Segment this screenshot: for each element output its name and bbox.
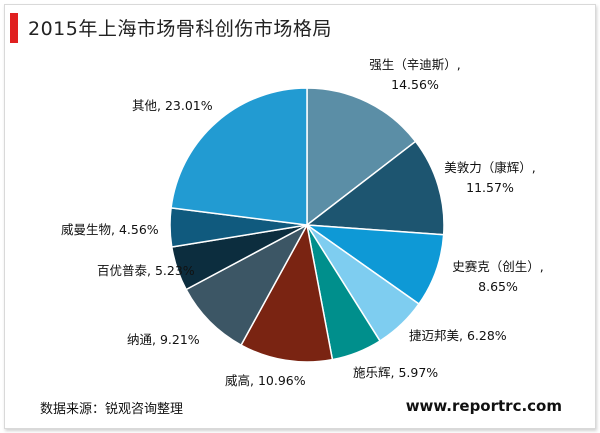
pie-slice	[240, 222, 334, 363]
pie-slice	[170, 87, 308, 226]
slice-label: 捷迈邦美, 6.28%	[409, 328, 507, 343]
slice-label: 14.56%	[391, 77, 439, 92]
pie-slice	[185, 223, 309, 347]
slice-label: 美敦力（康辉）,	[444, 160, 535, 175]
slice-label: 8.65%	[478, 279, 518, 294]
chart-title: 2015年上海市场骨科创伤市场格局	[28, 18, 332, 40]
slice-label: 百优普泰, 5.23%	[97, 263, 195, 278]
website-url: www.reportrc.com	[405, 397, 562, 415]
slice-label: 纳通, 9.21%	[127, 332, 200, 347]
title-accent-bar	[10, 13, 18, 43]
slice-label: 威曼生物, 4.56%	[61, 222, 159, 237]
pie-slice	[306, 87, 417, 227]
slice-label: 史赛克（创生）,	[452, 259, 543, 274]
slice-label: 11.57%	[466, 180, 514, 195]
data-source-note: 数据来源：锐观咨询整理	[40, 402, 184, 417]
slice-label: 施乐辉, 5.97%	[353, 365, 438, 380]
slice-label: 其他, 23.01%	[132, 98, 213, 113]
pie-slice	[304, 140, 445, 236]
slice-label: 强生（辛迪斯）,	[369, 57, 460, 72]
slice-label: 威高, 10.96%	[225, 373, 306, 388]
